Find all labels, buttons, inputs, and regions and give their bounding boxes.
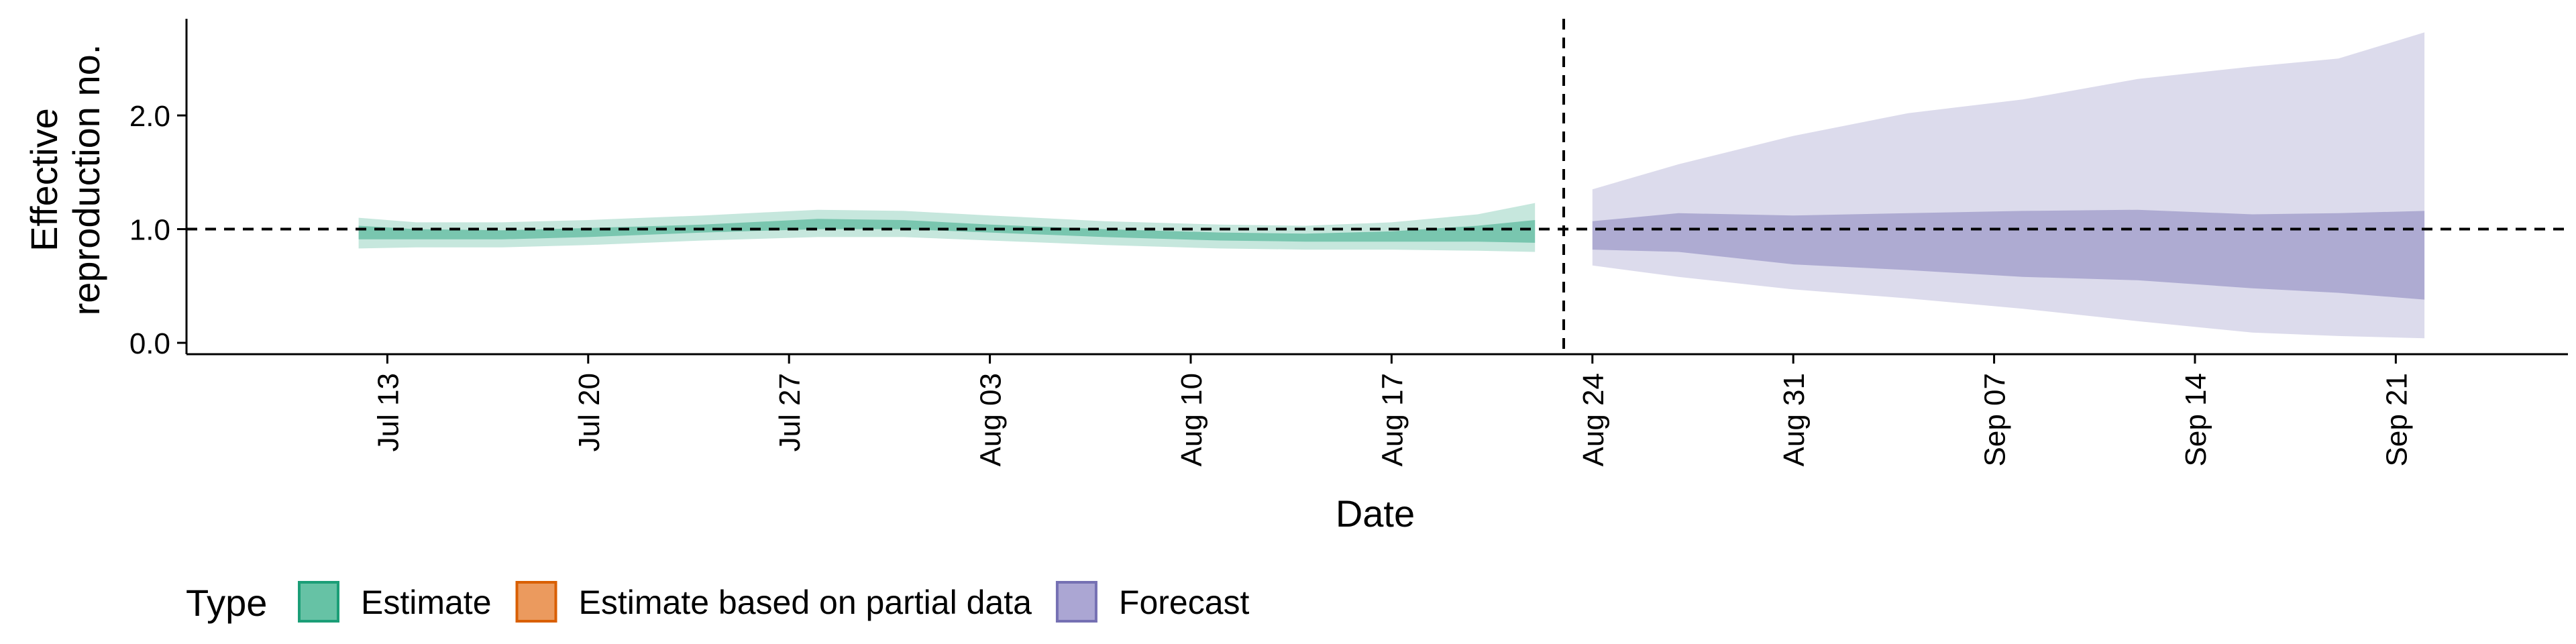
y-axis-title: Effective reproduction no. — [23, 44, 107, 316]
forecast-inner-band — [1592, 209, 2425, 300]
confidence-bands — [358, 32, 2425, 339]
x-tick-label: Aug 03 — [975, 373, 1008, 466]
x-tick-label: Jul 27 — [773, 373, 806, 451]
reference-lines — [186, 19, 2568, 354]
x-tick-label: Jul 20 — [573, 373, 606, 451]
x-tick-label: Aug 10 — [1175, 373, 1208, 466]
y-tick-label: 0.0 — [129, 327, 170, 360]
x-tick-label: Sep 07 — [1979, 373, 2012, 466]
x-tick-label: Sep 14 — [2180, 373, 2212, 466]
x-tick-label: Aug 31 — [1778, 373, 1811, 466]
legend: Type Estimate Estimate based on partial d… — [186, 581, 1250, 624]
x-tick-label: Aug 24 — [1577, 373, 1610, 466]
legend-swatch-estimate-based-on-partial-data — [515, 581, 557, 623]
legend-swatch-forecast — [1055, 581, 1097, 623]
legend-label-forecast: Forecast — [1119, 584, 1250, 621]
estimate-outer-band — [358, 203, 1536, 252]
x-tick-label: Sep 21 — [2380, 373, 2413, 466]
legend-swatch-estimate — [298, 581, 339, 623]
y-tick-label: 1.0 — [129, 214, 170, 247]
x-axis-title: Date — [1336, 492, 1415, 535]
axes — [185, 19, 2568, 356]
legend-label-estimate-based-on-partial-data: Estimate based on partial data — [579, 584, 1032, 621]
forecast-outer-band — [1592, 32, 2425, 339]
estimate-inner-band — [358, 219, 1536, 243]
legend-title: Type — [186, 582, 267, 624]
x-tick-label: Aug 17 — [1376, 373, 1409, 466]
legend-label-estimate: Estimate — [361, 584, 492, 621]
tick-labels: 0.0 1.0 2.0 Jul 13 Jul 20 Jul 27 Aug 03 Aug 10 A… — [129, 100, 2414, 466]
y-axis-title-line-1: Effective — [23, 108, 65, 252]
x-tick-label: Jul 13 — [372, 373, 405, 451]
y-axis-title-line-2: reproduction no. — [65, 44, 107, 316]
y-tick-label: 2.0 — [129, 100, 170, 133]
